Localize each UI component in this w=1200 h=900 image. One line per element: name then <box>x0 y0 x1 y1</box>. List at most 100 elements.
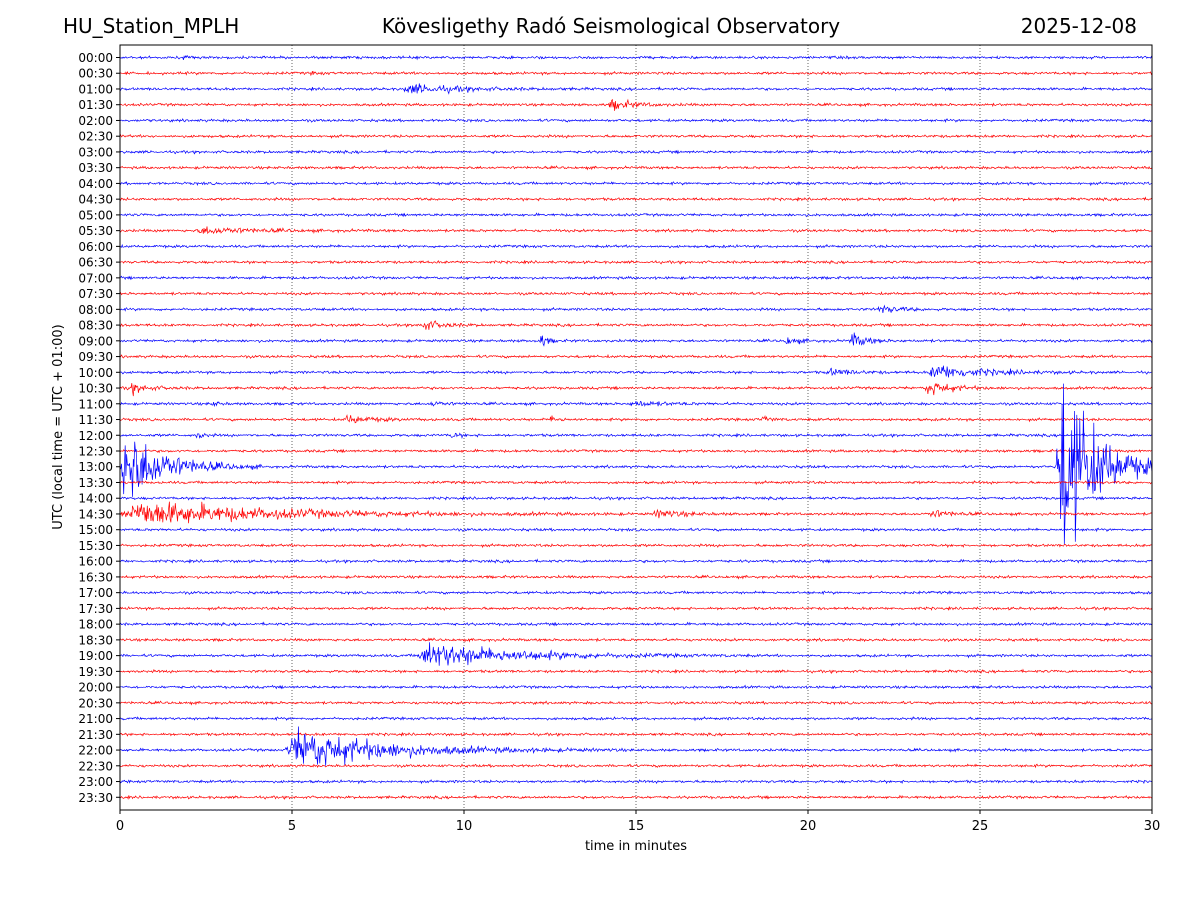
trace-0900 <box>120 332 1152 347</box>
trace-0830 <box>120 320 1152 330</box>
trace-1800 <box>120 621 1152 627</box>
trace-2200 <box>120 726 1152 766</box>
y-tick-label: 10:00 <box>78 366 113 380</box>
trace-1230 <box>120 448 1152 454</box>
y-tick-label: 18:30 <box>78 633 113 647</box>
y-tick-label: 12:00 <box>78 429 113 443</box>
y-tick-label: 07:30 <box>78 287 113 301</box>
trace-2230 <box>120 763 1152 769</box>
trace-1530 <box>120 543 1152 549</box>
x-tick-label: 0 <box>116 819 124 834</box>
y-tick-label: 14:30 <box>78 507 113 521</box>
y-tick-label: 21:00 <box>78 712 113 726</box>
trace-0400 <box>120 180 1152 187</box>
y-tick-label: 02:30 <box>78 130 113 144</box>
x-tick-label: 20 <box>800 819 817 834</box>
y-tick-label: 21:30 <box>78 728 113 742</box>
trace-0000 <box>120 54 1152 61</box>
chart-title: Kövesligethy Radó Seismological Observat… <box>381 14 841 38</box>
trace-0100 <box>120 83 1152 95</box>
y-tick-label: 15:30 <box>78 539 113 553</box>
y-tick-label: 13:30 <box>78 476 113 490</box>
trace-2030 <box>120 700 1152 706</box>
trace-0330 <box>120 165 1152 171</box>
y-tick-label: 19:30 <box>78 665 113 679</box>
y-tick-label: 00:30 <box>78 67 113 81</box>
y-tick-label: 12:30 <box>78 445 113 459</box>
trace-1130 <box>120 414 1152 424</box>
y-tick-label: 14:00 <box>78 492 113 506</box>
trace-2300 <box>120 779 1152 785</box>
x-tick-label: 15 <box>628 819 645 834</box>
trace-2000 <box>120 684 1152 690</box>
trace-0430 <box>120 196 1152 202</box>
trace-1830 <box>120 637 1152 643</box>
y-tick-label: 08:00 <box>78 303 113 317</box>
x-tick-label: 25 <box>972 819 989 834</box>
trace-1600 <box>120 558 1152 564</box>
x-tick-label: 30 <box>1144 819 1161 834</box>
trace-0500 <box>120 212 1152 218</box>
y-tick-label: 20:00 <box>78 681 113 695</box>
y-tick-label: 09:00 <box>78 334 113 348</box>
trace-1930 <box>120 668 1152 675</box>
trace-1630 <box>120 574 1152 580</box>
y-tick-label: 11:00 <box>78 397 113 411</box>
trace-0030 <box>120 70 1152 77</box>
trace-0600 <box>120 243 1152 250</box>
y-tick-label: 02:00 <box>78 114 113 128</box>
y-tick-label: 13:00 <box>78 460 113 474</box>
trace-1000 <box>120 365 1152 378</box>
trace-0130 <box>120 98 1152 111</box>
x-tick-label: 5 <box>288 819 296 834</box>
trace-1900 <box>120 642 1152 666</box>
trace-2130 <box>120 731 1152 737</box>
trace-1100 <box>120 400 1152 408</box>
trace-0530 <box>120 226 1152 235</box>
y-tick-label: 01:30 <box>78 98 113 112</box>
trace-1030 <box>120 382 1152 397</box>
y-tick-label: 04:30 <box>78 193 113 207</box>
trace-0930 <box>120 353 1152 360</box>
y-tick-label: 20:30 <box>78 696 113 710</box>
y-tick-label: 09:30 <box>78 350 113 364</box>
y-tick-label: 15:00 <box>78 523 113 537</box>
y-tick-label: 03:30 <box>78 161 113 175</box>
y-tick-label: 11:30 <box>78 413 113 427</box>
y-tick-label: 07:00 <box>78 271 113 285</box>
y-tick-label: 03:00 <box>78 145 113 159</box>
trace-2100 <box>120 716 1152 722</box>
trace-1730 <box>120 605 1152 612</box>
x-axis-label: time in minutes <box>585 839 687 854</box>
y-tick-label: 17:30 <box>78 602 113 616</box>
y-axis-label: UTC (local time = UTC + 01:00) <box>51 324 66 529</box>
y-tick-label: 01:00 <box>78 82 113 96</box>
y-tick-label: 06:00 <box>78 240 113 254</box>
y-tick-label: 23:00 <box>78 775 113 789</box>
y-tick-label: 23:30 <box>78 791 113 805</box>
y-tick-label: 00:00 <box>78 51 113 65</box>
y-tick-label: 04:00 <box>78 177 113 191</box>
trace-0730 <box>120 291 1152 297</box>
chart-date: 2025-12-08 <box>1020 14 1137 38</box>
trace-0800 <box>120 304 1152 313</box>
y-tick-label: 18:00 <box>78 618 113 632</box>
station-name: HU_Station_MPLH <box>63 14 240 38</box>
trace-1300 <box>120 383 1152 545</box>
trace-0630 <box>120 259 1152 265</box>
trace-1500 <box>120 527 1152 533</box>
y-tick-label: 05:00 <box>78 208 113 222</box>
trace-1200 <box>120 432 1152 440</box>
trace-1400 <box>120 495 1152 501</box>
x-tick-label: 10 <box>456 819 473 834</box>
y-tick-label: 19:00 <box>78 649 113 663</box>
y-tick-label: 16:00 <box>78 555 113 569</box>
y-tick-label: 16:30 <box>78 570 113 584</box>
x-axis: 0 5 10 15 20 25 30 <box>116 810 1160 834</box>
y-tick-label: 22:30 <box>78 759 113 773</box>
y-tick-label: 10:30 <box>78 382 113 396</box>
trace-1330 <box>120 479 1152 486</box>
trace-0200 <box>120 117 1152 123</box>
